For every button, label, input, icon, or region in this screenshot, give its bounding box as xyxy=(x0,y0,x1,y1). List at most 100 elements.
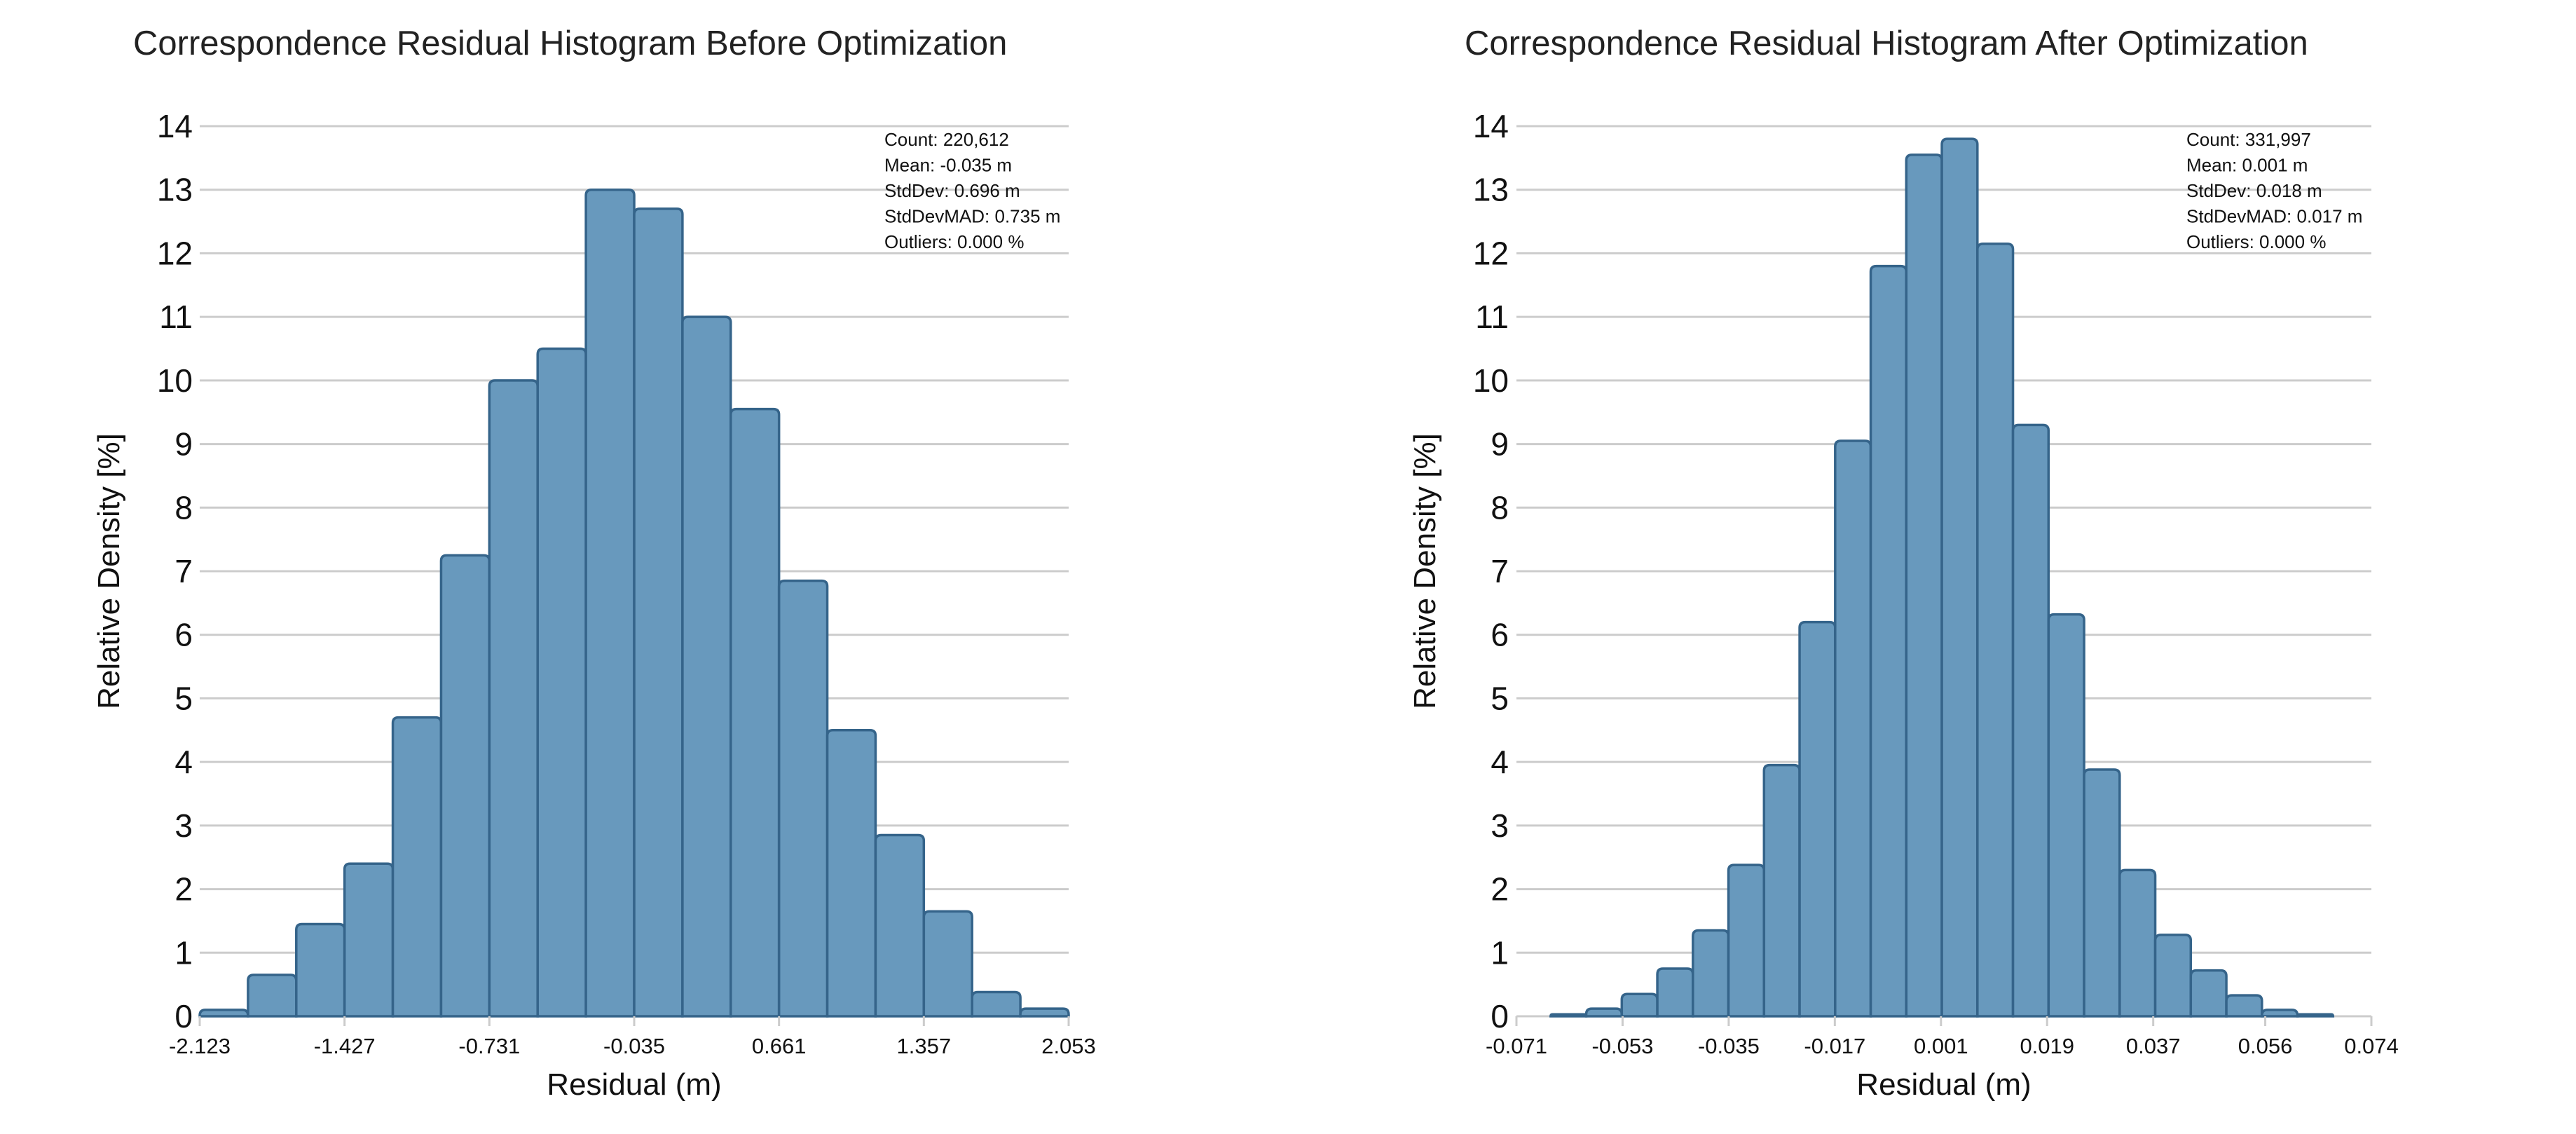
histogram-bar xyxy=(1905,153,1943,1018)
histogram-bar xyxy=(1584,1007,1624,1018)
y-tick-label: 6 xyxy=(174,617,193,653)
histogram-bar xyxy=(1727,863,1766,1018)
histogram-bar xyxy=(971,990,1022,1018)
histogram-bar xyxy=(2047,613,2085,1018)
y-tick-label: 2 xyxy=(1491,871,1509,908)
histogram-panel-before: Correspondence Residual Histogram Before… xyxy=(92,25,1096,1102)
histogram-bar xyxy=(777,579,829,1018)
x-tick-label: -0.035 xyxy=(1698,1034,1760,1058)
histogram-bar xyxy=(922,910,973,1018)
x-tick-label: 0.037 xyxy=(2126,1034,2181,1058)
stats-outliers: Outliers: 0.000 % xyxy=(2186,231,2326,252)
chart-title-before: Correspondence Residual Histogram Before… xyxy=(133,25,1008,62)
histogram-bar xyxy=(2225,994,2263,1018)
y-tick-label: 7 xyxy=(1491,553,1509,589)
y-tick-label: 2 xyxy=(174,871,193,908)
histogram-bar xyxy=(536,347,587,1018)
stats-stddev: StdDev: 0.696 m xyxy=(884,180,1020,201)
histogram-bar xyxy=(439,554,491,1018)
x-tick-label: 2.053 xyxy=(1041,1034,1096,1058)
chart-title-after: Correspondence Residual Histogram After … xyxy=(1465,25,2308,62)
histogram-bar xyxy=(825,729,877,1018)
histogram-bar xyxy=(2189,969,2228,1018)
y-axis-label: Relative Density [%] xyxy=(92,433,126,709)
y-tick-label: 12 xyxy=(157,235,193,271)
x-tick-label: -0.017 xyxy=(1804,1034,1865,1058)
x-tick-label: 0.019 xyxy=(2020,1034,2074,1058)
y-tick-label: 1 xyxy=(174,934,193,971)
x-axis-label: Residual (m) xyxy=(547,1067,721,1102)
y-tick-label: 11 xyxy=(1475,299,1509,335)
stats-outliers: Outliers: 0.000 % xyxy=(884,231,1024,252)
histogram-bar xyxy=(874,833,926,1018)
y-tick-label: 1 xyxy=(1491,934,1509,971)
x-tick-label: 0.001 xyxy=(1914,1034,1968,1058)
stats-stddevmad: StdDevMAD: 0.017 m xyxy=(2186,206,2362,227)
y-tick-label: 4 xyxy=(174,744,193,780)
x-tick-label: 0.056 xyxy=(2238,1034,2293,1058)
y-tick-label: 3 xyxy=(1491,807,1509,844)
stats-count: Count: 220,612 xyxy=(884,129,1009,150)
y-tick-label: 13 xyxy=(157,172,193,208)
histogram-bar xyxy=(2153,934,2193,1018)
y-tick-label: 0 xyxy=(174,998,193,1034)
y-tick-label: 10 xyxy=(1473,362,1509,399)
y-tick-label: 5 xyxy=(1491,680,1509,716)
histogram-bar xyxy=(295,922,346,1018)
x-tick-label: -0.035 xyxy=(603,1034,665,1058)
histogram-bar xyxy=(729,407,781,1018)
histogram-bar xyxy=(247,974,298,1018)
x-tick-label: 1.357 xyxy=(897,1034,952,1058)
histogram-bar xyxy=(1834,439,1872,1018)
y-tick-label: 12 xyxy=(1473,235,1509,271)
histogram-bar xyxy=(1019,1007,1070,1018)
y-tick-label: 8 xyxy=(1491,489,1509,526)
histogram-bar xyxy=(1798,620,1837,1018)
histogram-bar xyxy=(2296,1013,2335,1018)
x-tick-label: -1.427 xyxy=(314,1034,376,1058)
histogram-bar xyxy=(1762,763,1801,1018)
histogram-bar xyxy=(391,716,443,1018)
x-tick-label: 0.661 xyxy=(752,1034,807,1058)
histogram-bar xyxy=(1620,992,1659,1018)
stats-mean: Mean: 0.001 m xyxy=(2186,155,2308,176)
y-tick-label: 0 xyxy=(1491,998,1509,1034)
stats-mean: Mean: -0.035 m xyxy=(884,155,1012,176)
y-tick-label: 10 xyxy=(157,362,193,399)
y-tick-label: 9 xyxy=(1491,426,1509,463)
y-tick-label: 14 xyxy=(157,108,193,144)
y-tick-label: 4 xyxy=(1491,744,1509,780)
x-tick-label: -0.731 xyxy=(458,1034,520,1058)
histogram-bar xyxy=(584,188,636,1018)
histogram-bar xyxy=(1869,264,1908,1018)
y-tick-label: 9 xyxy=(174,426,193,463)
y-tick-label: 11 xyxy=(159,299,193,335)
histogram-bar xyxy=(343,862,395,1018)
x-tick-label: -2.123 xyxy=(169,1034,231,1058)
histogram-bar xyxy=(1692,929,1730,1018)
y-tick-label: 14 xyxy=(1473,108,1509,144)
stats-stddev: StdDev: 0.018 m xyxy=(2186,180,2322,201)
x-tick-label: 0.074 xyxy=(2344,1034,2399,1058)
y-axis-label: Relative Density [%] xyxy=(1408,433,1442,709)
histogram-bar xyxy=(488,379,539,1018)
x-axis-label: Residual (m) xyxy=(1856,1067,2031,1102)
histogram-panel-after: Correspondence Residual Histogram After … xyxy=(1288,0,2576,1134)
histogram-bar xyxy=(2118,868,2157,1018)
histogram-bar xyxy=(681,315,732,1018)
histogram-bar xyxy=(2083,768,2121,1018)
y-tick-label: 7 xyxy=(174,553,193,589)
histogram-bar xyxy=(1549,1013,1588,1018)
stats-count: Count: 331,997 xyxy=(2186,129,2311,150)
x-tick-label: -0.053 xyxy=(1591,1034,1653,1058)
histogram-bar xyxy=(633,207,684,1018)
y-tick-label: 13 xyxy=(1473,172,1509,208)
histogram-bar xyxy=(2261,1009,2299,1018)
y-tick-label: 8 xyxy=(174,489,193,526)
y-tick-label: 5 xyxy=(174,680,193,716)
x-tick-label: -0.071 xyxy=(1486,1034,1547,1058)
histogram-bar xyxy=(1940,137,1979,1018)
histogram-bar xyxy=(1976,242,2015,1018)
